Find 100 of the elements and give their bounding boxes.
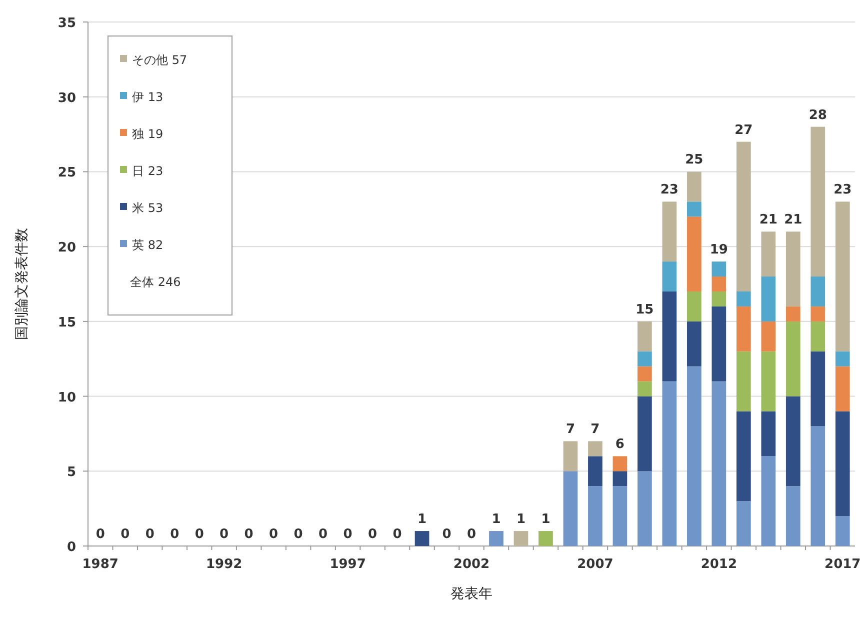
- bar: [736, 142, 751, 292]
- y-tick-label: 35: [58, 16, 76, 31]
- bar: [810, 126, 826, 277]
- total-label: 0: [244, 527, 254, 542]
- bar: [612, 471, 628, 486]
- bar: [414, 531, 430, 546]
- total-label: 0: [392, 527, 402, 542]
- bar: [835, 411, 850, 516]
- bar: [538, 531, 553, 546]
- bar: [612, 456, 628, 472]
- total-label: 27: [734, 122, 753, 138]
- total-label: 0: [343, 527, 352, 542]
- bar: [588, 441, 602, 456]
- total-label: 25: [685, 152, 704, 168]
- bar: [761, 232, 776, 277]
- bar: [638, 381, 652, 396]
- bar: [712, 262, 726, 277]
- bar: [638, 471, 652, 546]
- bar: [712, 276, 726, 292]
- legend-label: 独 19: [132, 127, 164, 141]
- total-label: 1: [417, 512, 427, 528]
- bar: [662, 202, 677, 262]
- total-label: 15: [636, 302, 654, 318]
- total-label: 19: [710, 242, 728, 258]
- total-label: 23: [834, 182, 852, 198]
- bar: [489, 531, 504, 546]
- bar: [786, 396, 800, 486]
- bar: [810, 351, 826, 426]
- total-label: 1: [516, 512, 526, 528]
- legend-label: 伊 13: [132, 90, 164, 104]
- total-label: 0: [194, 527, 204, 542]
- total-label: 0: [269, 527, 278, 542]
- bar: [612, 486, 628, 546]
- x-axis-title: 発表年: [450, 586, 492, 602]
- total-label: 0: [318, 527, 328, 542]
- total-label: 0: [220, 527, 229, 542]
- total-label: 6: [615, 437, 624, 452]
- total-label: 0: [294, 527, 303, 542]
- bar: [588, 456, 602, 486]
- bar: [687, 202, 702, 217]
- bar: [810, 426, 826, 546]
- total-label: 1: [541, 512, 550, 528]
- bar: [736, 306, 751, 352]
- bar: [563, 441, 578, 472]
- bar: [712, 291, 726, 306]
- y-tick-label: 15: [58, 315, 76, 330]
- total-label: 0: [145, 527, 154, 542]
- x-tick-label: 1992: [206, 557, 242, 572]
- y-tick-label: 0: [66, 540, 76, 555]
- total-label: 0: [96, 527, 105, 542]
- bar: [835, 202, 850, 352]
- x-tick-label: 2017: [824, 557, 861, 572]
- bar: [786, 486, 800, 546]
- total-label: 28: [808, 108, 827, 123]
- y-axis-title: 国別論文発表件数: [14, 228, 30, 340]
- total-label: 0: [120, 527, 130, 542]
- bar: [687, 366, 702, 546]
- x-tick-label: 1987: [82, 557, 118, 572]
- bar: [761, 321, 776, 352]
- bar: [761, 351, 776, 412]
- bar: [761, 456, 776, 546]
- bar: [835, 366, 850, 412]
- bar: [761, 411, 776, 456]
- total-label: 7: [590, 422, 600, 438]
- bar: [638, 351, 652, 366]
- bar: [687, 291, 702, 322]
- bar: [638, 321, 652, 352]
- bar: [638, 396, 652, 472]
- x-tick-label: 2002: [453, 557, 490, 572]
- bar: [761, 276, 776, 322]
- bar: [786, 306, 800, 322]
- total-label: 0: [368, 527, 378, 542]
- total-label: 0: [442, 527, 452, 542]
- y-tick-label: 30: [58, 90, 76, 106]
- x-tick-label: 2007: [577, 557, 614, 572]
- bar: [687, 321, 702, 366]
- bar: [810, 306, 826, 322]
- total-label: 21: [759, 212, 778, 228]
- bar: [736, 291, 751, 306]
- bar: [810, 321, 826, 352]
- y-tick-label: 10: [58, 390, 76, 406]
- total-label: 7: [566, 422, 575, 438]
- bar: [514, 531, 528, 546]
- bar: [736, 501, 751, 546]
- bar: [687, 216, 702, 292]
- y-tick-label: 5: [66, 465, 76, 480]
- total-label: 23: [660, 182, 678, 198]
- total-label: 0: [466, 527, 476, 542]
- bar: [835, 351, 850, 366]
- y-tick-label: 25: [58, 166, 76, 181]
- bar: [712, 381, 726, 546]
- total-label: 21: [784, 212, 802, 228]
- y-tick-label: 20: [58, 240, 76, 256]
- legend-label: 米 53: [132, 201, 164, 215]
- bar: [736, 351, 751, 412]
- bar: [662, 262, 677, 292]
- bar: [588, 486, 602, 546]
- total-label: 1: [492, 512, 501, 528]
- bar: [810, 276, 826, 306]
- bar: [662, 291, 677, 382]
